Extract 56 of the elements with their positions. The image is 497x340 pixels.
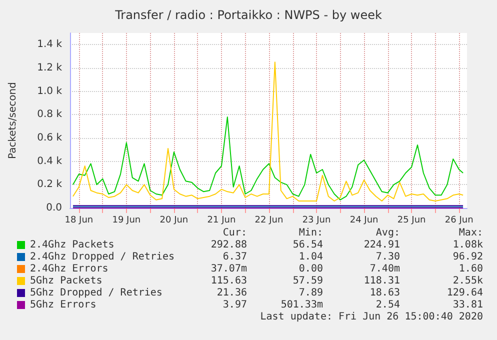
text: 37.07m xyxy=(210,264,247,274)
legend-label: 5Ghz Packets xyxy=(30,276,102,286)
text: 1.04 xyxy=(298,252,323,262)
text: 33.81 xyxy=(452,300,483,310)
text: Min: xyxy=(298,228,323,238)
legend-label: 2.4Ghz Errors xyxy=(30,264,108,274)
chart-title: Transfer / radio : Portaikko : NWPS - by week xyxy=(114,8,382,22)
x-tick-label: 22 Jun xyxy=(254,216,284,226)
text: 224.91 xyxy=(364,240,400,250)
x-tick-label: 18 Jun xyxy=(64,216,94,226)
x-tick-label: 21 Jun xyxy=(207,216,236,226)
text: 2.55k xyxy=(452,276,483,286)
y-tick-label: 0.4 k xyxy=(37,156,62,167)
legend-label: 5Ghz Errors xyxy=(30,300,96,310)
x-tick-label: 25 Jun xyxy=(397,216,426,226)
text: 6.37 xyxy=(222,252,247,262)
text: Avg: xyxy=(376,228,400,238)
text: 292.88 xyxy=(210,240,247,250)
text: 1.60 xyxy=(458,264,483,274)
text: Last update: Fri Jun 26 15:00:40 2020 xyxy=(260,312,483,322)
text: 118.31 xyxy=(364,276,400,286)
text: Cur: xyxy=(222,228,247,238)
legend-label: 2.4Ghz Dropped / Retries xyxy=(30,252,174,262)
x-tick-label: 20 Jun xyxy=(160,216,188,226)
text: 0.00 xyxy=(298,264,323,274)
x-tick-label: 26 Jun xyxy=(444,216,474,226)
text: 501.33m xyxy=(280,300,323,310)
text: 7.40m xyxy=(370,264,400,274)
text: 2.54 xyxy=(376,300,400,310)
y-tick-label: 1.0 k xyxy=(37,86,62,97)
y-tick-label: 0.8 k xyxy=(37,109,62,120)
text: 115.63 xyxy=(210,276,247,286)
line-series xyxy=(72,62,464,202)
line-series xyxy=(72,116,464,200)
legend-label: 5Ghz Dropped / Retries xyxy=(30,288,162,298)
text: 56.54 xyxy=(292,240,323,250)
text: 129.64 xyxy=(446,288,483,298)
x-tick-label: 24 Jun xyxy=(350,216,378,226)
text: Max: xyxy=(458,228,483,238)
text: 7.30 xyxy=(376,252,400,262)
text: 1.08k xyxy=(452,240,483,250)
y-axis-title: Packets/second xyxy=(8,82,18,159)
y-tick-label: 0.2 k xyxy=(37,179,62,190)
y-tick-label: 0.0 xyxy=(46,202,62,214)
text: 57.59 xyxy=(292,276,323,286)
y-tick-label: 1.4 k xyxy=(37,39,62,50)
y-tick-label: 0.6 k xyxy=(37,132,62,144)
text: 96.92 xyxy=(452,252,483,262)
x-tick-label: 23 Jun xyxy=(302,216,331,226)
text: 7.89 xyxy=(298,288,323,298)
legend-label: 2.4Ghz Packets xyxy=(30,240,114,250)
x-tick-label: 19 Jun xyxy=(112,216,141,226)
text: 3.97 xyxy=(222,300,247,310)
text: 18.63 xyxy=(370,288,400,298)
text: 21.36 xyxy=(216,288,247,298)
y-tick-label: 1.2 k xyxy=(37,62,62,74)
